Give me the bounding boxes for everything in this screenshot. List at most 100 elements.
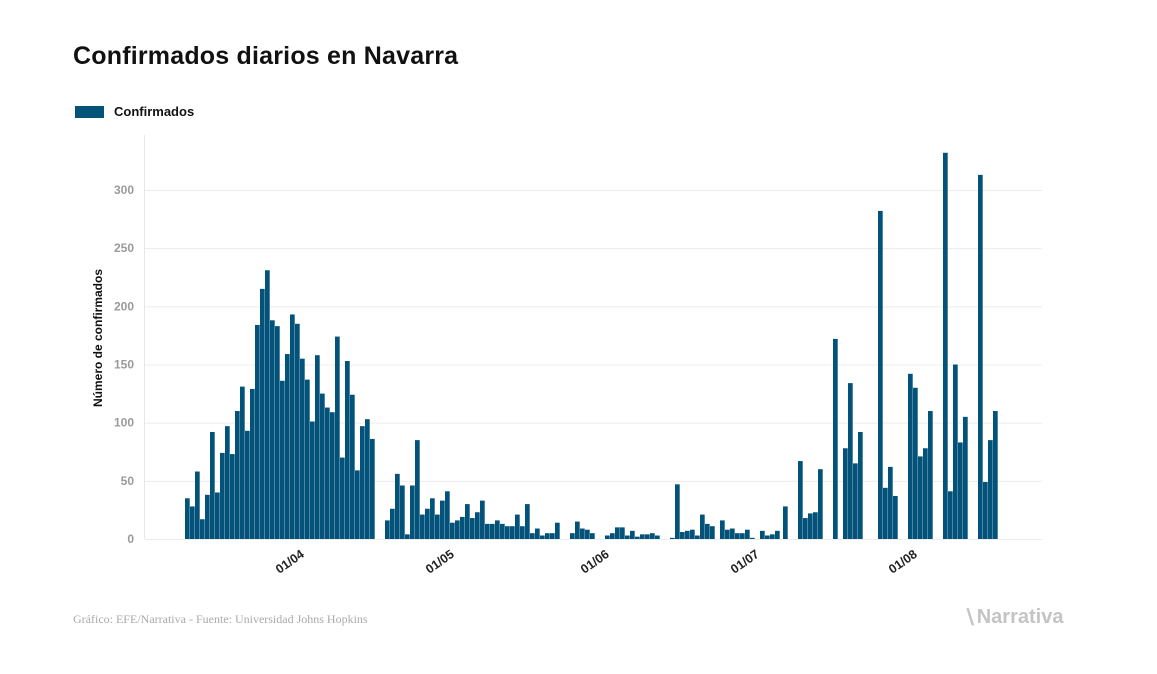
bar xyxy=(690,529,695,539)
bar xyxy=(190,506,195,539)
bar xyxy=(405,534,410,539)
bar xyxy=(570,533,575,539)
bar xyxy=(220,452,225,539)
bar xyxy=(200,519,205,539)
bar xyxy=(425,508,430,539)
bar xyxy=(605,535,610,539)
bar xyxy=(893,495,898,539)
bar xyxy=(270,320,275,539)
bar xyxy=(745,529,750,539)
bar xyxy=(983,481,988,539)
bar xyxy=(445,491,450,539)
bar xyxy=(285,354,290,539)
bar xyxy=(988,440,993,539)
bar xyxy=(465,504,470,539)
bar xyxy=(450,522,455,539)
bar xyxy=(670,537,675,539)
bar xyxy=(430,498,435,539)
x-tick-label: 01/05 xyxy=(423,547,457,576)
source-note: Gráfico: EFE/Narrativa - Fuente: Univers… xyxy=(73,612,368,626)
bar xyxy=(545,533,550,539)
bar xyxy=(390,508,395,539)
bar xyxy=(813,512,818,539)
bar xyxy=(335,336,340,539)
bar xyxy=(685,530,690,539)
bar xyxy=(530,533,535,539)
bar xyxy=(760,530,765,539)
bar xyxy=(460,516,465,539)
bar xyxy=(958,442,963,539)
bar xyxy=(475,512,480,539)
bar xyxy=(710,526,715,539)
y-tick-label: 250 xyxy=(114,241,134,255)
bar xyxy=(315,355,320,539)
bar xyxy=(230,454,235,539)
bar xyxy=(415,440,420,539)
bar xyxy=(205,494,210,539)
bar xyxy=(655,535,660,539)
logo-text: Narrativa xyxy=(976,606,1064,628)
bar xyxy=(993,411,998,539)
x-tick-label: 01/08 xyxy=(886,547,920,576)
bar xyxy=(928,411,933,539)
bar xyxy=(695,535,700,539)
bar xyxy=(515,514,520,539)
legend: Confirmados xyxy=(75,104,194,119)
bar xyxy=(420,514,425,539)
bar xyxy=(818,469,823,539)
bar xyxy=(848,383,853,539)
bar xyxy=(260,288,265,539)
bar xyxy=(555,522,560,539)
bar xyxy=(370,438,375,539)
bar xyxy=(770,534,775,539)
x-tick-label: 01/07 xyxy=(728,547,762,576)
bar xyxy=(525,504,530,539)
bar xyxy=(943,152,948,540)
bar xyxy=(878,210,883,539)
bar xyxy=(350,394,355,539)
bar xyxy=(590,533,595,539)
bar xyxy=(225,426,230,539)
bar xyxy=(400,485,405,539)
y-tick-label: 300 xyxy=(114,183,134,197)
bar xyxy=(300,358,305,539)
y-tick-label: 150 xyxy=(114,358,134,372)
narrativa-logo: ∖ Narrativa xyxy=(963,605,1063,630)
bar xyxy=(765,535,770,539)
bar xyxy=(500,523,505,539)
narrativa-logo-icon: ∖ xyxy=(963,607,976,629)
bar xyxy=(540,535,545,539)
bar xyxy=(675,484,680,539)
bar xyxy=(953,364,958,539)
bar xyxy=(700,514,705,539)
bar xyxy=(948,491,953,539)
bar xyxy=(435,514,440,539)
bar xyxy=(775,530,780,539)
bar xyxy=(210,431,215,539)
y-tick-label: 100 xyxy=(114,416,134,430)
bar xyxy=(535,528,540,539)
bar xyxy=(705,523,710,539)
bar xyxy=(320,393,325,539)
legend-swatch xyxy=(75,105,104,118)
bar xyxy=(480,500,485,539)
bar xyxy=(275,326,280,539)
bar xyxy=(630,530,635,539)
bar xyxy=(640,534,645,539)
bar xyxy=(340,457,345,539)
bar xyxy=(750,537,755,539)
bar xyxy=(345,361,350,539)
bar xyxy=(385,520,390,539)
bar xyxy=(978,174,983,540)
bar xyxy=(295,323,300,539)
bar xyxy=(550,533,555,539)
bar xyxy=(325,407,330,539)
bar xyxy=(360,426,365,539)
bar xyxy=(963,416,968,539)
bar xyxy=(395,473,400,539)
x-tick-label: 01/06 xyxy=(578,547,612,576)
bar xyxy=(355,470,360,539)
bar xyxy=(440,500,445,539)
bar xyxy=(720,520,725,539)
